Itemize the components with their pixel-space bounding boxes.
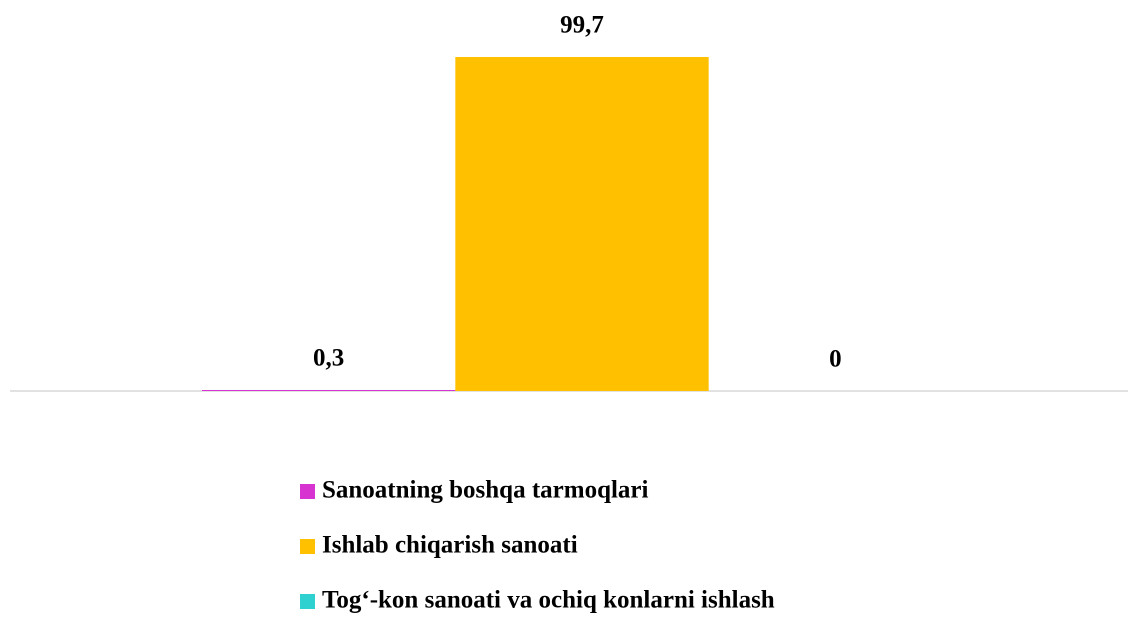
value-label: 0 [829, 346, 842, 373]
legend-label: Tog‘-kon sanoati va ochiq konlarni ishla… [322, 587, 775, 614]
legend-label: Sanoatning boshqa tarmoqlari [322, 477, 649, 504]
value-label: 99,7 [560, 12, 604, 39]
bar [455, 57, 709, 391]
legend-swatch [300, 484, 315, 499]
legend-swatch [300, 539, 315, 554]
value-label: 0,3 [313, 345, 344, 372]
legend-label: Ishlab chiqarish sanoati [322, 532, 578, 559]
legend-swatch [300, 594, 315, 609]
bar [202, 389, 456, 391]
